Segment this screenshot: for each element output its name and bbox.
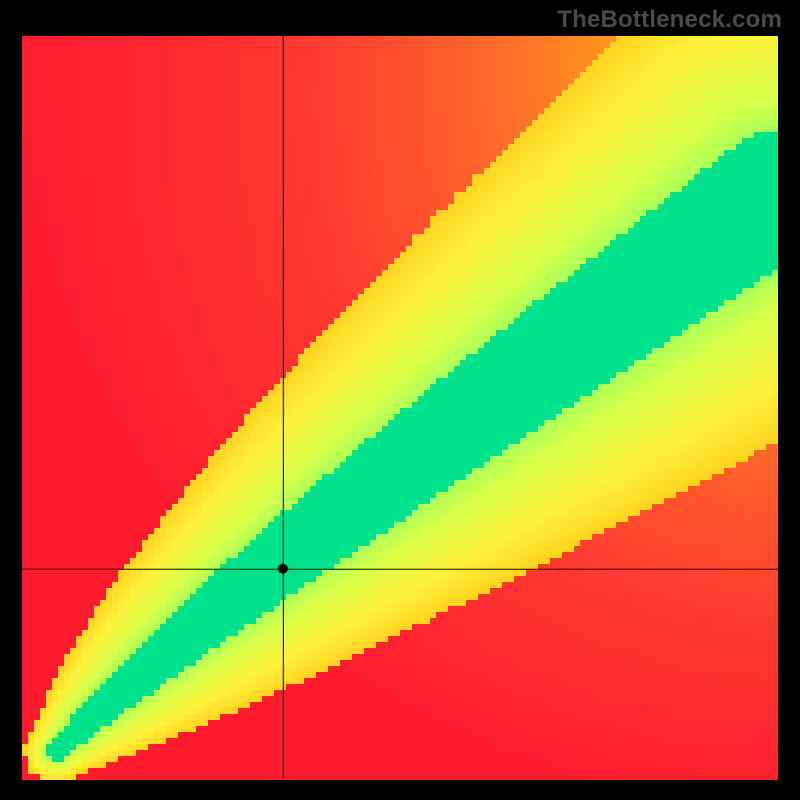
watermark-text: TheBottleneck.com	[557, 6, 782, 34]
heatmap-canvas	[0, 0, 800, 800]
chart-container: TheBottleneck.com	[0, 0, 800, 800]
